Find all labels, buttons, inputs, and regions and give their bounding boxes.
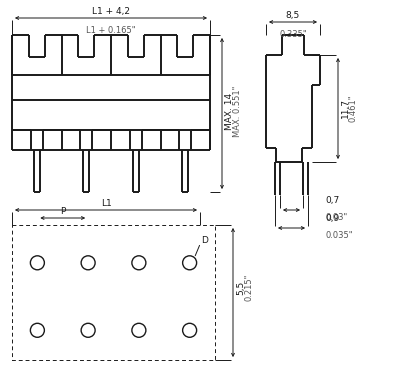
Text: L1: L1 [101, 199, 111, 208]
Text: 0.215": 0.215" [244, 274, 253, 301]
Text: P: P [60, 207, 66, 216]
Text: D: D [202, 236, 208, 245]
Text: 8,5: 8,5 [286, 11, 300, 20]
Text: 0.335": 0.335" [279, 30, 307, 39]
Text: 11,7: 11,7 [341, 98, 350, 118]
Text: 0.03": 0.03" [325, 213, 347, 222]
Bar [12, 225, 215, 360]
Text: L1 + 4,2: L1 + 4,2 [92, 7, 130, 16]
Text: 0.035": 0.035" [325, 231, 352, 240]
Text: MAX. 14: MAX. 14 [225, 93, 234, 130]
Text: 0,7: 0,7 [325, 196, 339, 205]
Text: 0,9: 0,9 [325, 214, 339, 223]
Text: 5,5: 5,5 [236, 280, 245, 295]
Text: L1 + 0.165": L1 + 0.165" [86, 26, 136, 35]
Text: 0.461": 0.461" [349, 95, 358, 122]
Text: MAX. 0.551": MAX. 0.551" [233, 86, 242, 137]
